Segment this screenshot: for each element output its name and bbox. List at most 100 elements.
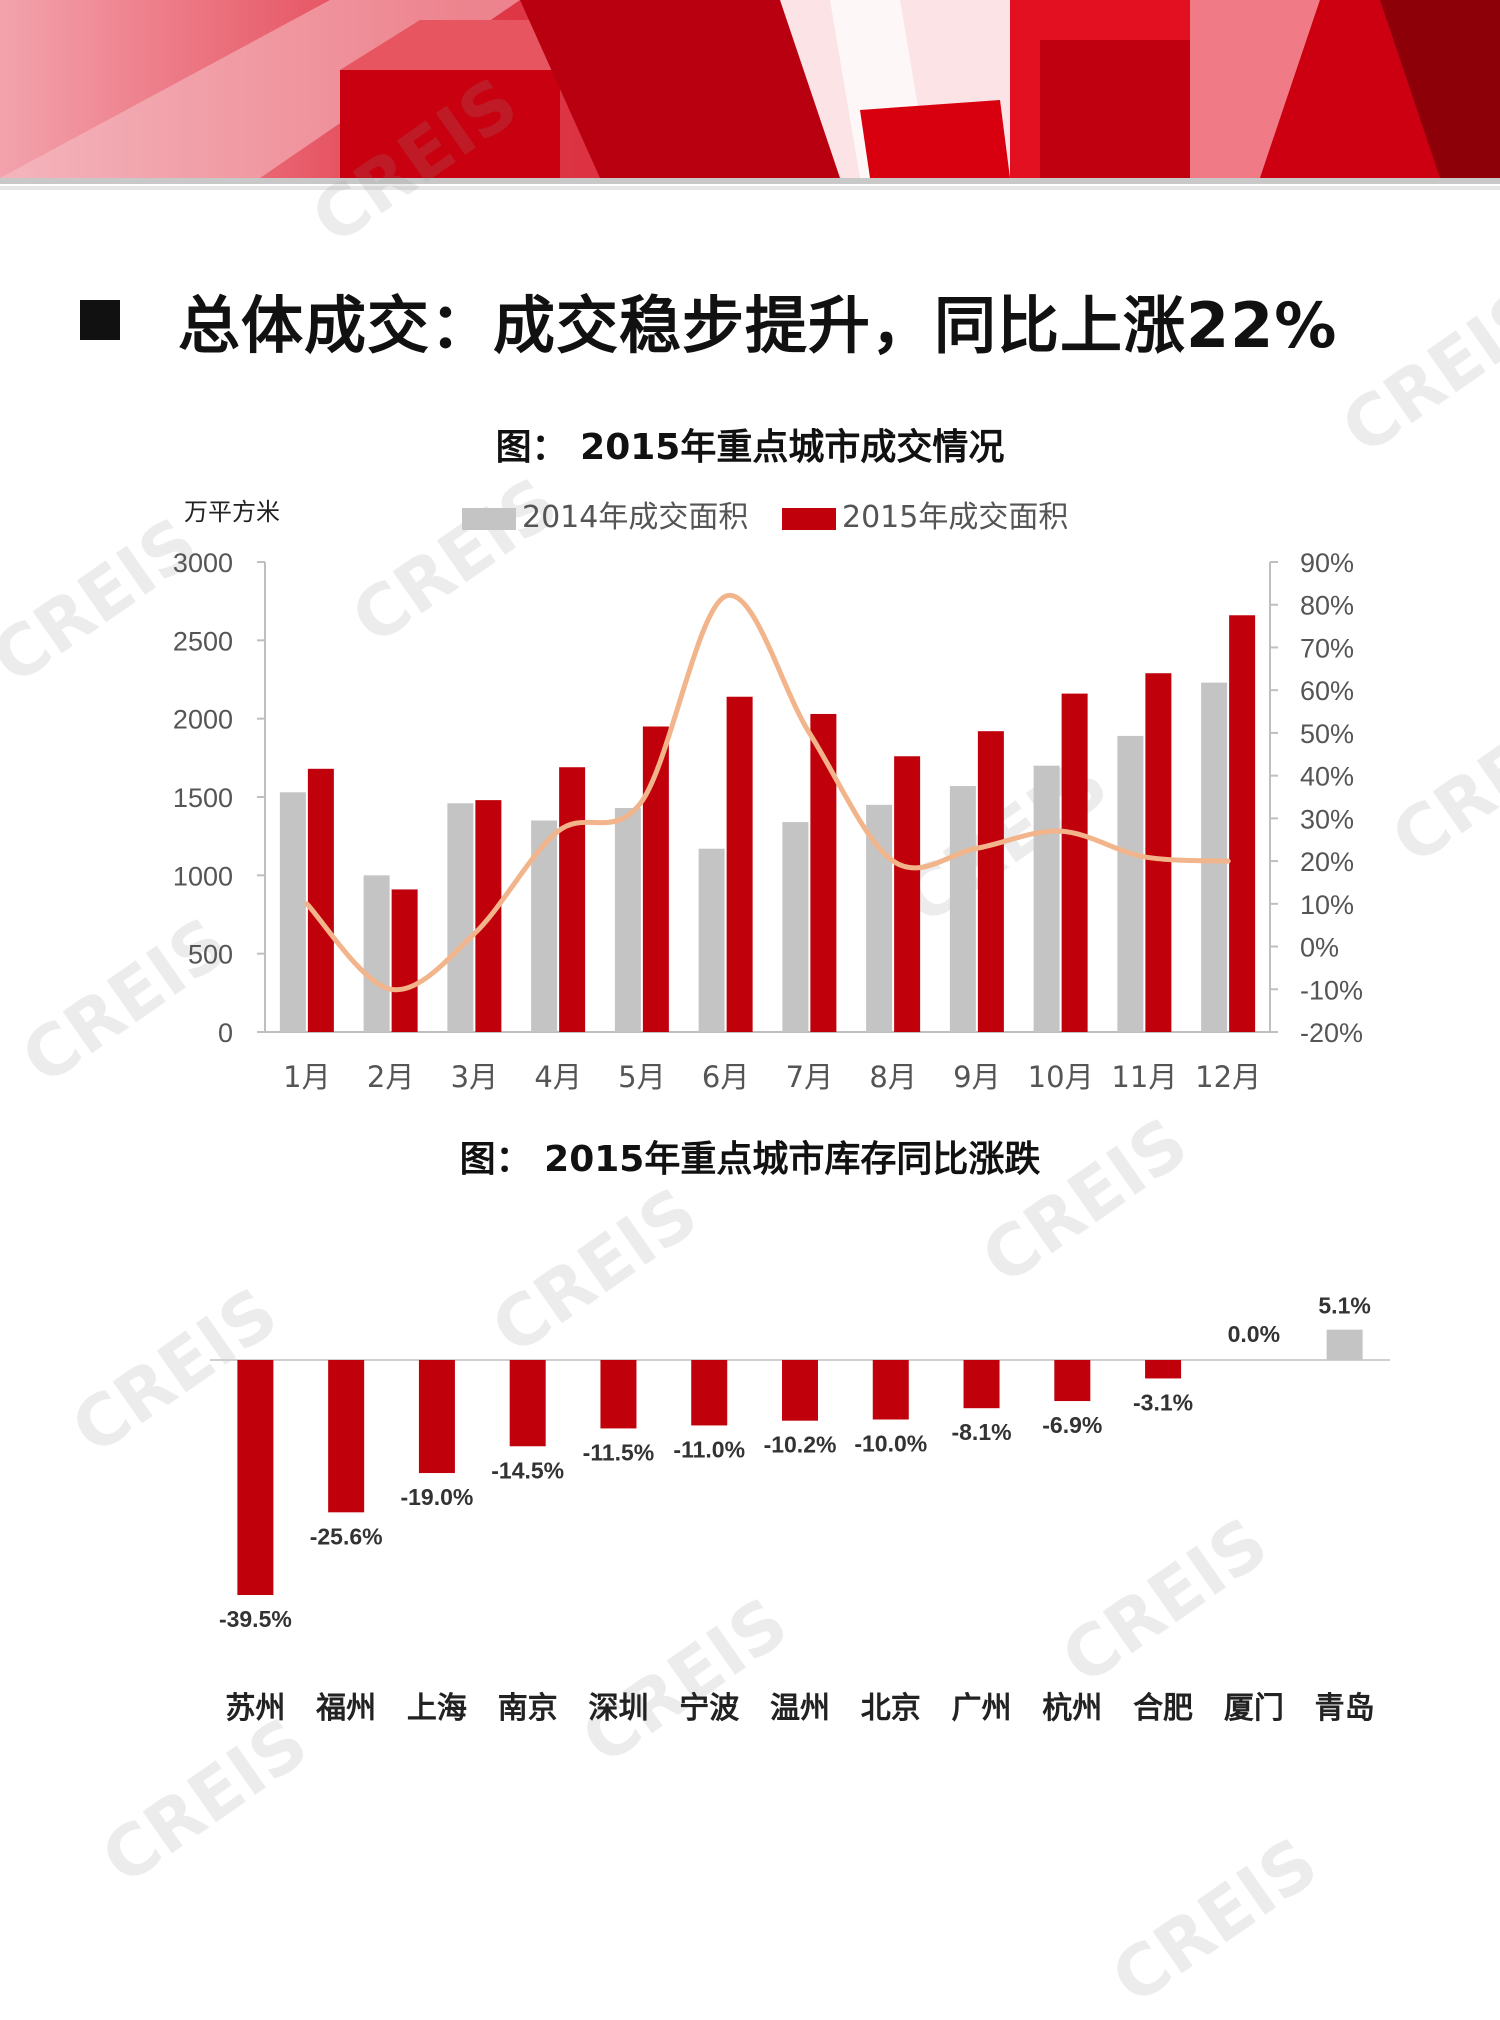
- bar-2014: [1033, 765, 1060, 1032]
- bar-2014: [614, 807, 641, 1032]
- y2-tick-label: 40%: [1300, 762, 1354, 792]
- inventory-bar: [600, 1360, 637, 1429]
- data-label: -11.0%: [673, 1436, 745, 1462]
- bar-2015: [559, 767, 586, 1032]
- y2-tick-label: 90%: [1300, 548, 1354, 578]
- y-axis-label: 万平方米: [184, 498, 280, 526]
- x-tick-label: 7月: [786, 1060, 833, 1094]
- data-label: -14.5%: [491, 1457, 564, 1483]
- city-label: 上海: [407, 1691, 467, 1726]
- y-tick-label: 1500: [173, 783, 233, 813]
- bar-2015: [894, 756, 921, 1032]
- bar-2014: [279, 792, 306, 1032]
- inventory-bar: [418, 1360, 455, 1474]
- y2-tick-label: 10%: [1300, 890, 1354, 920]
- bar-2014: [447, 803, 474, 1032]
- inventory-bar: [1145, 1360, 1182, 1379]
- bar-2014: [698, 848, 725, 1032]
- city-label: 青岛: [1315, 1691, 1375, 1726]
- x-tick-label: 8月: [869, 1060, 916, 1094]
- y-tick-label: 0: [218, 1018, 233, 1048]
- data-label: -8.1%: [951, 1419, 1011, 1445]
- x-tick-label: 6月: [702, 1060, 749, 1094]
- inventory-bar: [963, 1360, 1000, 1409]
- data-label: -6.9%: [1042, 1412, 1102, 1438]
- inventory-bar: [1054, 1360, 1091, 1402]
- y2-tick-label: 60%: [1300, 676, 1354, 706]
- data-label: 5.1%: [1318, 1293, 1370, 1319]
- x-tick-label: 5月: [618, 1060, 665, 1094]
- banner-divider: [0, 178, 1500, 184]
- bar-2015: [977, 731, 1004, 1032]
- bar-2015: [1229, 615, 1256, 1032]
- data-label: -3.1%: [1133, 1389, 1193, 1415]
- city-label: 杭州: [1042, 1691, 1102, 1726]
- header-banner: [0, 0, 1500, 178]
- data-label: -19.0%: [400, 1484, 473, 1510]
- city-label: 广州: [952, 1691, 1012, 1726]
- x-tick-label: 12月: [1195, 1060, 1261, 1094]
- bar-2014: [866, 804, 893, 1032]
- data-label: -10.2%: [764, 1432, 837, 1458]
- x-tick-label: 9月: [953, 1060, 1000, 1094]
- watermark: CREIS: [1097, 1821, 1333, 2020]
- inventory-chart: -39.5% 苏州 -25.6% 福州 -19.0% 上海 -14.5% 南京 -11.5% 深圳…: [210, 1293, 1390, 1726]
- transaction-chart: 0 500 1000 1500 2000 2500 3000 -20% -10% 0% 10% 20%…: [173, 498, 1363, 1094]
- city-label: 厦门: [1224, 1691, 1284, 1726]
- x-tick-label: 1月: [283, 1060, 330, 1094]
- inventory-bar: [872, 1360, 909, 1420]
- city-label: 合肥: [1133, 1691, 1193, 1726]
- y-tick-label: 1000: [173, 861, 233, 891]
- y2-tick-label: 0%: [1300, 933, 1339, 963]
- inventory-bar: [691, 1360, 728, 1426]
- headline: 总体成交：成交稳步提升，同比上涨22%: [80, 280, 1460, 362]
- bullet-square: [80, 300, 120, 340]
- y2-tick-label: 70%: [1300, 633, 1354, 663]
- bar-2014: [949, 786, 976, 1032]
- x-tick-label: 2月: [367, 1060, 414, 1094]
- data-label: -11.5%: [583, 1439, 655, 1465]
- y-tick-label: 3000: [173, 548, 233, 578]
- data-label: -25.6%: [310, 1523, 383, 1549]
- y2-tick-label: 20%: [1300, 847, 1354, 877]
- y2-tick-label: 50%: [1300, 719, 1354, 749]
- y-tick-label: 2000: [173, 705, 233, 735]
- headline-text: 总体成交：成交稳步提升，同比上涨22%: [178, 289, 1338, 362]
- y2-tick-label: 30%: [1300, 804, 1354, 834]
- inventory-bar: [1326, 1329, 1363, 1360]
- inventory-bar: [328, 1360, 365, 1513]
- legend-label-2015: 2015年成交面积: [842, 500, 1068, 535]
- banner-divider-light: [0, 186, 1500, 190]
- bar-2014: [363, 875, 390, 1032]
- inventory-bar: [509, 1360, 546, 1447]
- bar-2015: [307, 768, 334, 1032]
- city-label: 深圳: [588, 1691, 648, 1726]
- bar-2015: [726, 696, 753, 1032]
- inventory-bar: [782, 1360, 818, 1421]
- bar-2015: [1061, 693, 1088, 1032]
- y2-tick-label: -10%: [1300, 975, 1363, 1005]
- bar-2015: [1145, 673, 1172, 1032]
- yoy-growth-line: [304, 592, 1231, 993]
- data-label: -39.5%: [219, 1606, 292, 1632]
- y2-tick-label: -20%: [1300, 1018, 1363, 1048]
- bar-2015: [810, 713, 837, 1032]
- x-tick-label: 10月: [1028, 1060, 1094, 1094]
- x-tick-label: 11月: [1111, 1060, 1177, 1094]
- city-label: 苏州: [225, 1691, 285, 1726]
- inventory-bar: [237, 1360, 274, 1596]
- bar-2014: [1201, 682, 1228, 1032]
- y-tick-label: 500: [188, 940, 233, 970]
- legend-swatch-2014: [462, 508, 516, 530]
- city-label: 宁波: [679, 1691, 740, 1726]
- x-tick-label: 4月: [534, 1060, 581, 1094]
- city-label: 温州: [770, 1691, 830, 1726]
- legend-swatch-2015: [782, 508, 836, 530]
- legend-label-2014: 2014年成交面积: [522, 500, 748, 535]
- chart1-title: 图： 2015年重点城市成交情况: [495, 427, 1005, 468]
- bar-2015: [391, 889, 418, 1032]
- banner-graphic: [0, 0, 1500, 178]
- chart2-title: 图： 2015年重点城市库存同比涨跌: [459, 1139, 1041, 1180]
- bar-2014: [1117, 735, 1144, 1032]
- city-label: 南京: [498, 1691, 558, 1726]
